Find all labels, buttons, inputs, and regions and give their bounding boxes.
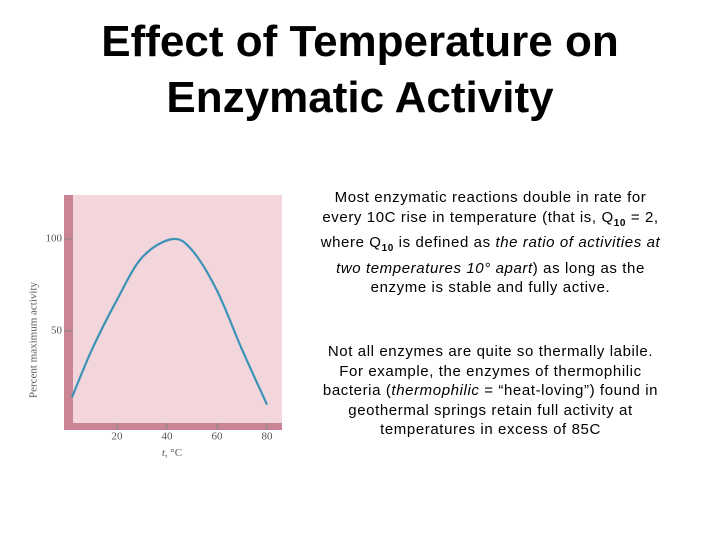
italic-text: the ratio of activities at two temperatu…	[336, 234, 661, 277]
paragraph: Not all enzymes are quite so thermally l…	[318, 342, 663, 440]
x-tick-label: 40	[162, 431, 174, 443]
subscript: 10	[381, 243, 394, 254]
x-axis-label-unit: , °C	[165, 447, 182, 459]
text: = 2, where Q	[320, 208, 659, 252]
x-axis-label: t, °C	[162, 447, 182, 459]
text: Most enzymatic reactions double in rate …	[322, 189, 647, 226]
paragraph: Most enzymatic reactions double in rate …	[318, 188, 663, 298]
x-axis-band	[64, 423, 282, 430]
x-tick-label: 60	[212, 431, 224, 443]
y-tick-label: 100	[46, 233, 63, 245]
x-axis-label-var: t	[162, 447, 166, 459]
text: = “heat-loving”) found in geothermal spr…	[348, 382, 659, 438]
italic-text: thermophilic	[391, 382, 480, 399]
text: ) as long as the enzyme is stable and fu…	[370, 259, 645, 297]
x-tick-label: 20	[112, 431, 124, 443]
plot-area	[67, 195, 282, 423]
y-axis-band	[64, 195, 73, 430]
title-text: Effect of Temperature on Enzymatic Activ…	[101, 17, 619, 122]
x-tick-label: 80	[262, 431, 274, 443]
y-axis-label: Percent maximum activity	[28, 281, 40, 398]
text: is defined as	[393, 234, 496, 251]
subscript: 10	[613, 217, 627, 229]
text: Not all enzymes are quite so thermally l…	[322, 343, 654, 399]
activity-curve	[70, 237, 269, 406]
slide-title: Effect of Temperature on Enzymatic Activ…	[0, 14, 720, 126]
y-tick-label: 50	[51, 325, 63, 337]
